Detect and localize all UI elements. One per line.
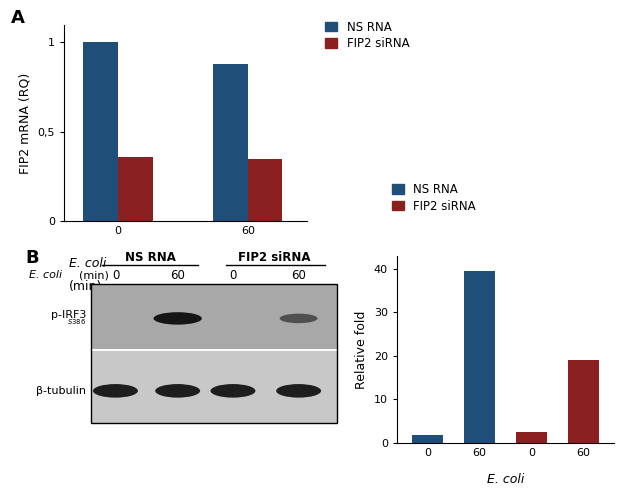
Text: 60: 60: [291, 269, 306, 282]
Text: β-tubulin: β-tubulin: [36, 386, 86, 396]
Bar: [516, 432, 547, 443]
Text: 0: 0: [229, 269, 237, 282]
Bar: [464, 271, 495, 443]
Y-axis label: FIP2 mRNA (RQ): FIP2 mRNA (RQ): [19, 72, 32, 174]
Text: NS RNA: NS RNA: [125, 251, 175, 264]
Text: (min): (min): [69, 280, 102, 293]
Text: 60: 60: [170, 269, 185, 282]
Text: p-IRF3: p-IRF3: [51, 310, 86, 320]
Text: E. coli: E. coli: [29, 271, 62, 280]
Legend: NS RNA, FIP2 siRNA: NS RNA, FIP2 siRNA: [325, 21, 409, 50]
Bar: [213, 64, 248, 221]
Ellipse shape: [154, 312, 202, 325]
Ellipse shape: [156, 384, 200, 398]
Text: B: B: [26, 249, 39, 267]
Text: 0: 0: [112, 269, 119, 282]
Legend: NS RNA, FIP2 siRNA: NS RNA, FIP2 siRNA: [392, 183, 476, 213]
Bar: [83, 42, 118, 221]
Text: FIP2 siRNA: FIP2 siRNA: [238, 251, 310, 264]
Ellipse shape: [93, 384, 138, 398]
Bar: [92, 284, 337, 423]
Text: E. coli: E. coli: [487, 473, 524, 486]
Bar: [118, 157, 152, 221]
Text: A: A: [10, 9, 24, 27]
Text: $^{S386}$: $^{S386}$: [67, 319, 86, 329]
Bar: [92, 284, 337, 350]
Ellipse shape: [276, 384, 321, 398]
Bar: [568, 360, 599, 443]
Text: E. coli: E. coli: [69, 257, 106, 270]
Bar: [248, 159, 282, 221]
Bar: [92, 350, 337, 423]
Bar: [92, 348, 337, 351]
Bar: [412, 435, 444, 443]
Y-axis label: Relative fold: Relative fold: [355, 310, 368, 389]
Ellipse shape: [280, 314, 317, 323]
Ellipse shape: [211, 384, 255, 398]
Text: (min): (min): [79, 271, 109, 280]
